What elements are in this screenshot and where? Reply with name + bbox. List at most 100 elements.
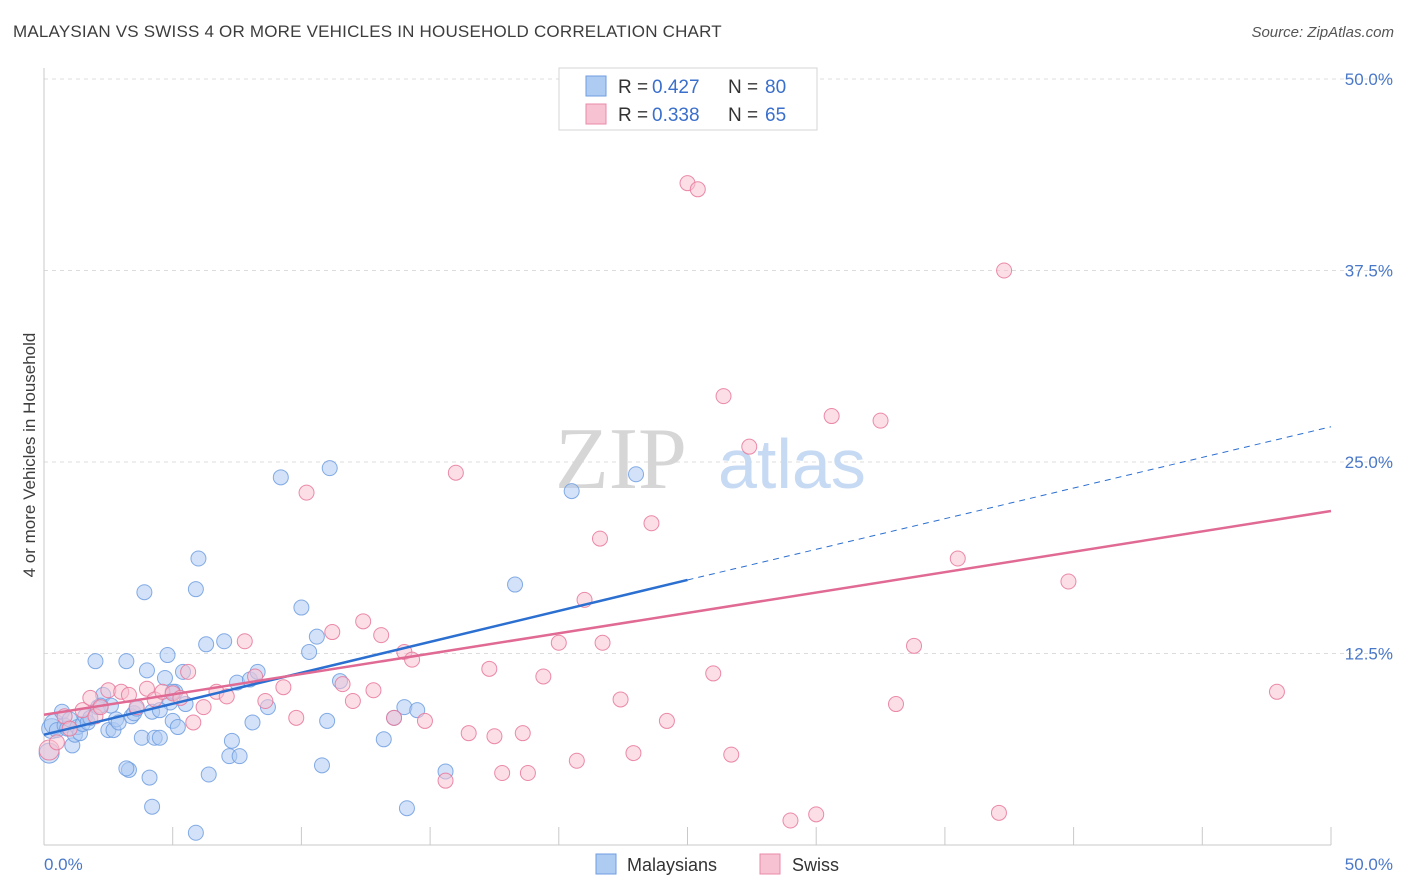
- data-point: [782, 812, 799, 829]
- series-swiss: [38, 175, 1285, 829]
- data-point: [563, 483, 580, 500]
- data-point: [198, 636, 215, 653]
- data-point: [257, 692, 274, 709]
- data-point: [887, 696, 904, 713]
- data-point: [823, 408, 840, 425]
- data-point: [808, 806, 825, 823]
- chart-source: Source: ZipAtlas.com: [1251, 24, 1394, 41]
- data-point: [236, 633, 253, 650]
- data-point: [187, 581, 204, 598]
- legend-swatch-swiss: [585, 103, 607, 125]
- data-point: [404, 651, 421, 668]
- y-tick-label: 12.5%: [1345, 645, 1393, 664]
- data-point: [658, 712, 675, 729]
- data-point: [223, 732, 240, 749]
- data-point: [301, 643, 318, 660]
- legend-n-value-1: 80: [765, 77, 786, 98]
- data-point: [723, 746, 740, 763]
- data-point: [118, 653, 135, 670]
- data-point: [231, 748, 248, 765]
- data-point: [628, 466, 645, 483]
- data-point: [48, 734, 65, 751]
- data-point: [519, 764, 536, 781]
- bottom-legend-label-swiss: Swiss: [792, 855, 839, 875]
- bottom-legend-swatch-swiss: [759, 853, 781, 875]
- data-point: [437, 772, 454, 789]
- data-point: [275, 679, 292, 696]
- data-point: [741, 438, 758, 455]
- data-point: [409, 702, 426, 719]
- x-tick-labels: 0.0% 50.0%: [44, 855, 1393, 874]
- data-point: [514, 725, 531, 742]
- legend-r-label-1: R =: [618, 77, 648, 98]
- data-point: [507, 576, 524, 593]
- data-point: [612, 691, 629, 708]
- data-point: [1268, 683, 1285, 700]
- data-point: [82, 689, 99, 706]
- trend-line-extension: [687, 426, 1332, 581]
- legend: R = 0.427 N = 80 R = 0.338 N = 65: [558, 67, 818, 131]
- trend-line: [43, 509, 1332, 717]
- data-point: [141, 769, 158, 786]
- data-point: [319, 712, 336, 729]
- data-point: [87, 653, 104, 670]
- watermark: ZIP atlas: [555, 411, 866, 508]
- legend-r-value-2: 0.338: [652, 105, 700, 126]
- data-point: [190, 550, 207, 567]
- data-point: [169, 719, 186, 736]
- data-point: [594, 634, 611, 651]
- trend-line: [43, 578, 688, 736]
- data-point: [200, 766, 217, 783]
- legend-r-value-1: 0.427: [652, 77, 700, 98]
- legend-n-value-2: 65: [765, 105, 786, 126]
- data-point: [996, 262, 1013, 279]
- data-point: [386, 709, 403, 726]
- data-point: [334, 676, 351, 693]
- data-point: [416, 712, 433, 729]
- data-point: [447, 464, 464, 481]
- data-point: [715, 388, 732, 405]
- data-point: [689, 181, 706, 198]
- data-point: [373, 627, 390, 644]
- legend-n-label-2: N =: [728, 105, 758, 126]
- legend-swatch-malaysians: [585, 75, 607, 97]
- legend-n-label-1: N =: [728, 77, 758, 98]
- data-point: [355, 613, 372, 630]
- data-point: [591, 530, 608, 547]
- data-point: [1060, 573, 1077, 590]
- data-point: [324, 624, 341, 641]
- axes: [43, 68, 1331, 846]
- data-point: [550, 634, 567, 651]
- y-tick-labels: 12.5% 25.0% 37.5% 50.0%: [1345, 70, 1393, 664]
- grid-lines: [44, 78, 1392, 845]
- data-point: [625, 745, 642, 762]
- data-point: [313, 757, 330, 774]
- data-point: [906, 637, 923, 654]
- bottom-legend: Malaysians Swiss: [595, 853, 839, 875]
- chart-title: MALAYSIAN VS SWISS 4 OR MORE VEHICLES IN…: [13, 22, 722, 41]
- data-point: [308, 628, 325, 645]
- data-point: [156, 670, 173, 687]
- data-point: [643, 515, 660, 532]
- y-tick-label: 37.5%: [1345, 262, 1393, 281]
- legend-r-label-2: R =: [618, 105, 648, 126]
- data-point: [288, 709, 305, 726]
- data-point: [365, 682, 382, 699]
- data-point: [481, 660, 498, 677]
- y-tick-label: 50.0%: [1345, 70, 1393, 89]
- data-point: [151, 729, 168, 746]
- data-point: [138, 662, 155, 679]
- data-point: [486, 728, 503, 745]
- data-point: [118, 760, 135, 777]
- data-point: [185, 714, 202, 731]
- data-point: [136, 584, 153, 601]
- data-point: [705, 665, 722, 682]
- data-point: [195, 699, 212, 716]
- bottom-legend-label-malaysians: Malaysians: [627, 855, 717, 875]
- data-point: [138, 680, 155, 697]
- data-point: [535, 668, 552, 685]
- data-point: [298, 484, 315, 501]
- data-point: [216, 633, 233, 650]
- data-point: [398, 800, 415, 817]
